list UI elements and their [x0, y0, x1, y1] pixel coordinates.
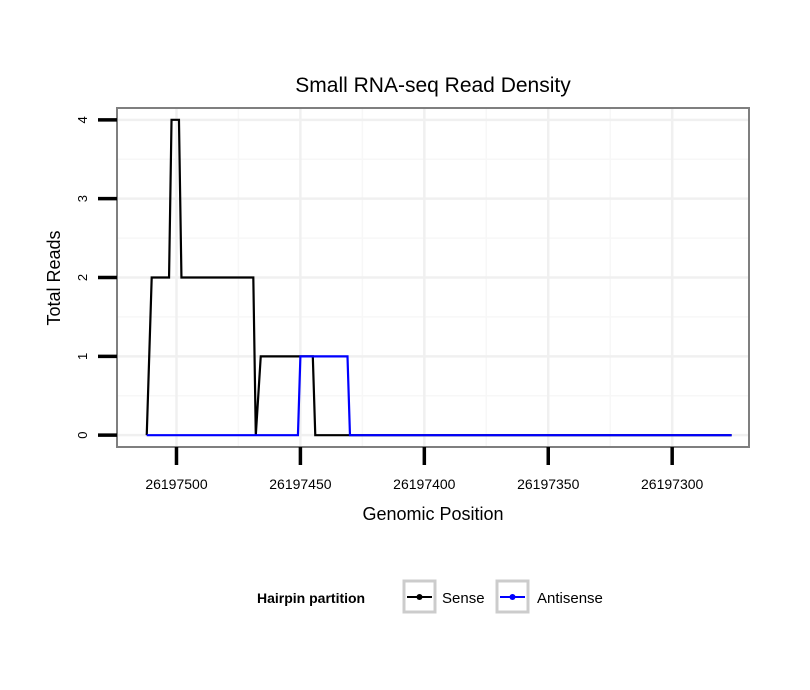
y-tick-label: 3 — [75, 195, 90, 202]
x-tick-label: 26197400 — [393, 476, 456, 492]
chart-title: Small RNA-seq Read Density — [295, 74, 571, 97]
x-tick-label: 26197450 — [269, 476, 332, 492]
y-tick-label: 1 — [75, 353, 90, 360]
y-tick-label: 2 — [75, 274, 90, 281]
x-tick-label: 26197500 — [145, 476, 208, 492]
legend-title: Hairpin partition — [257, 590, 365, 606]
legend-marker-antisense — [509, 594, 516, 600]
y-tick-label: 4 — [75, 116, 90, 123]
series-lines — [145, 118, 732, 437]
x-tick-label: 26197300 — [641, 476, 704, 492]
y-tick-label: 0 — [75, 432, 90, 439]
legend-label-antisense: Antisense — [537, 590, 603, 607]
legend-item-antisense: Antisense — [495, 579, 603, 614]
axes: 26197500 26197450 26197400 26197350 26197300… — [75, 116, 704, 492]
legend-label-sense: Sense — [442, 590, 485, 607]
x-tick-label: 26197350 — [517, 476, 580, 492]
legend-item-sense: Sense — [402, 579, 485, 614]
series-line-antisense — [146, 355, 732, 437]
y-axis-label: Total Reads — [44, 230, 64, 325]
legend: Hairpin partition Sense Antisense — [257, 579, 603, 614]
x-axis-label: Genomic Position — [362, 504, 503, 524]
legend-marker-sense — [416, 594, 423, 600]
